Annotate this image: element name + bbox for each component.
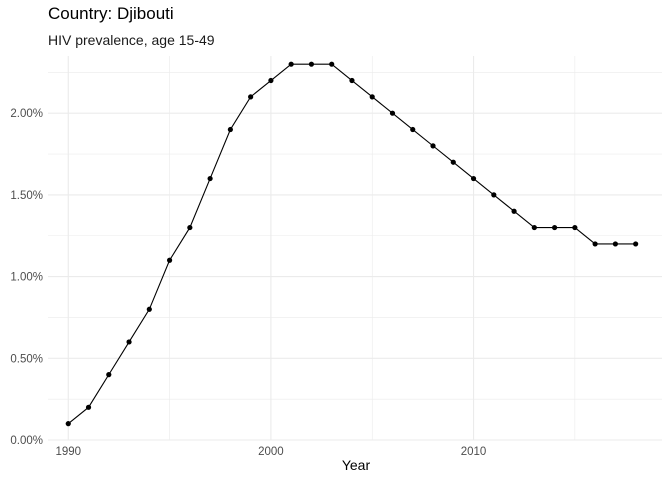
data-point <box>85 404 92 410</box>
data-point <box>592 241 598 247</box>
data-point <box>450 159 456 165</box>
data-point <box>470 175 477 182</box>
data-point <box>227 126 233 133</box>
data-point <box>248 94 254 100</box>
x-tick-label: 2000 <box>258 446 284 458</box>
data-point <box>389 110 396 116</box>
data-point <box>65 421 71 427</box>
data-point <box>126 339 132 345</box>
data-point <box>531 224 537 231</box>
y-tick-label: 1.00% <box>10 272 43 284</box>
y-tick-label: 2.00% <box>10 108 43 120</box>
data-point <box>207 175 213 182</box>
data-point <box>633 241 639 247</box>
data-point <box>612 241 618 247</box>
x-axis-title: Year <box>342 457 371 473</box>
series-layer <box>65 61 639 427</box>
chart-subtitle: HIV prevalence, age 15-49 <box>48 32 215 48</box>
x-tick-label: 1990 <box>55 446 81 458</box>
data-point <box>410 126 416 133</box>
axis-layer: 0.00% 0.50% 1.00% 1.50% 2.00% 1990 2000 2010 <box>10 108 486 458</box>
data-point <box>146 306 152 312</box>
data-point <box>106 372 112 378</box>
x-tick-label: 2010 <box>461 446 487 458</box>
data-point <box>268 77 274 84</box>
data-point <box>288 61 294 67</box>
y-tick-label: 0.50% <box>10 353 43 365</box>
series-line <box>67 63 636 425</box>
grid-layer <box>48 56 662 441</box>
data-point <box>430 143 436 149</box>
data-point <box>166 257 173 263</box>
data-point <box>349 77 355 84</box>
data-point <box>511 208 517 214</box>
data-point <box>552 224 558 231</box>
data-point <box>491 192 497 198</box>
data-point <box>308 61 315 67</box>
y-tick-label: 0.00% <box>10 435 43 447</box>
data-point <box>369 94 375 100</box>
data-point <box>329 61 335 67</box>
chart-title: Country: Djibouti <box>48 4 174 23</box>
data-point <box>187 224 193 231</box>
data-point <box>572 224 578 231</box>
y-tick-label: 1.50% <box>10 190 43 202</box>
